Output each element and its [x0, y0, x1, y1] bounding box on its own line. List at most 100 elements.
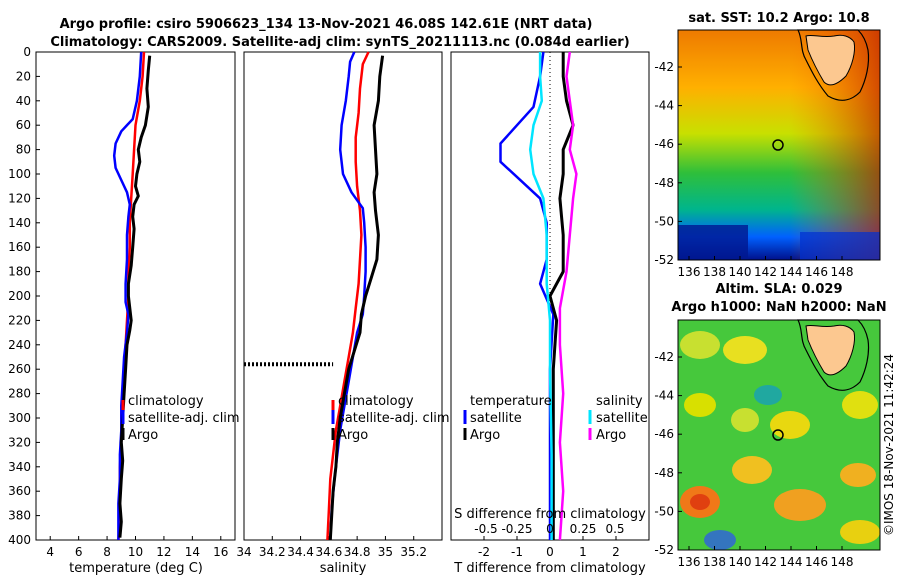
lon-tick-label: 140	[729, 265, 752, 279]
series-line	[558, 51, 578, 541]
lat-tick-label: -52	[654, 543, 674, 557]
lon-tick-label: 142	[754, 555, 777, 569]
sst-map-frame	[677, 29, 881, 261]
x-tick-label: 12	[156, 545, 171, 559]
legend-salinity-satellite-label: satellite	[596, 411, 648, 426]
series-line	[548, 52, 575, 540]
lon-tick-label: 136	[678, 555, 701, 569]
salinity-panel: 34 34.2 34.4 34.6 34.8 35 35.2 climatology sat…	[236, 51, 450, 576]
depth-tick-label: 0	[23, 45, 31, 59]
lat-tick-label: -46	[654, 137, 674, 151]
x-tick-label: 35.2	[400, 545, 427, 559]
depth-tick-label: 200	[8, 289, 31, 303]
salinity-xlabel: salinity	[320, 561, 367, 576]
depth-tick-label: 160	[8, 240, 31, 254]
temperature-difference-xlabel: T difference from climatology	[453, 561, 646, 576]
depth-tick-label: 140	[8, 216, 31, 230]
legend-satellite-label: satellite-adj. clim	[128, 411, 240, 426]
x-tick-label: 1	[579, 545, 587, 559]
sla-blob	[704, 530, 736, 550]
s-diff-tick-label: -0.5	[474, 522, 497, 536]
sla-anomaly-blobs	[680, 331, 880, 550]
x-tick-label: 0	[546, 545, 554, 559]
depth-tick-label: 280	[8, 387, 31, 401]
lat-tick-label: -48	[654, 176, 674, 190]
lat-tick-label: -46	[654, 427, 674, 441]
lat-tick-label: -42	[654, 60, 674, 74]
x-tick-label: 4	[46, 545, 54, 559]
lon-tick-label: 138	[703, 265, 726, 279]
sst-cold-southeast	[800, 232, 880, 260]
salinity-axes-frame	[243, 51, 443, 541]
s-diff-tick-label: 0	[546, 522, 554, 536]
sst-lat-ticks: -42 -44 -46 -48 -50 -52	[654, 60, 682, 267]
legend-argo-label: Argo	[338, 428, 368, 443]
s-diff-tick-label: 0.25	[570, 522, 597, 536]
legend-climatology-label: climatology	[128, 394, 204, 409]
series-line	[118, 55, 152, 538]
copyright-stamp: ©IMOS 18-Nov-2021 11:42:24	[882, 354, 896, 536]
shelf-contour	[797, 319, 870, 391]
lon-tick-label: 146	[805, 265, 828, 279]
difference-panel: -2 -1 0 1 2 temperature satellite Argo salin…	[450, 51, 650, 576]
x-tick-label: 6	[75, 545, 83, 559]
x-tick-label: -1	[511, 545, 523, 559]
sla-blob	[723, 336, 767, 364]
lat-tick-label: -44	[654, 389, 674, 403]
salinity-x-axis: 34 34.2 34.4 34.6 34.8 35 35.2	[236, 536, 427, 559]
series-line	[328, 55, 385, 541]
legend-satellite-label: satellite-adj. clim	[338, 411, 450, 426]
x-tick-label: 35	[378, 545, 393, 559]
sla-map-title-line1: Altim. SLA: 0.029	[716, 282, 843, 297]
sst-lon-ticks: 136 138 140 142 144 146 148	[678, 256, 854, 279]
sla-blob	[690, 494, 710, 510]
shelf-contour	[797, 29, 870, 101]
sla-blob	[680, 331, 720, 359]
series-line	[326, 51, 370, 541]
x-tick-label: 14	[185, 545, 200, 559]
depth-tick-label: 20	[16, 69, 31, 83]
legend-argo-label: Argo	[128, 428, 158, 443]
lon-tick-label: 146	[805, 555, 828, 569]
lon-tick-label: 144	[780, 265, 803, 279]
legend-salinity-header: salinity	[596, 394, 643, 409]
lat-tick-label: -44	[654, 99, 674, 113]
lon-tick-label: 148	[831, 265, 854, 279]
x-tick-label: 8	[103, 545, 111, 559]
sla-blob	[842, 391, 878, 419]
lon-tick-label: 144	[780, 555, 803, 569]
depth-tick-label: 340	[8, 460, 31, 474]
series-line	[528, 52, 553, 540]
depth-tick-label: 40	[16, 94, 31, 108]
sst-cold-southwest	[678, 225, 748, 260]
salinity-difference-ticks: -0.5 -0.25 0 0.25 0.5	[474, 522, 624, 536]
x-tick-label: 10	[128, 545, 143, 559]
lon-tick-label: 148	[831, 555, 854, 569]
salinity-lines	[244, 51, 385, 541]
depth-tick-label: 240	[8, 338, 31, 352]
depth-tick-label: 300	[8, 411, 31, 425]
salinity-difference-label: S difference from climatology	[454, 507, 646, 522]
difference-lines	[499, 51, 578, 541]
sla-map-frame	[677, 319, 881, 551]
x-tick-label: 34.8	[344, 545, 371, 559]
sla-blob	[770, 411, 810, 439]
s-diff-tick-label: 0.5	[605, 522, 624, 536]
lon-tick-label: 136	[678, 265, 701, 279]
depth-tick-label: 120	[8, 191, 31, 205]
sla-lat-ticks: -42 -44 -46 -48 -50 -52	[654, 350, 682, 557]
difference-legend: temperature satellite Argo salinity sate…	[463, 394, 648, 443]
temperature-panel: 0 20 40 60 80 100 120 140 160 180 200 220 240 260 280 3…	[8, 45, 240, 576]
depth-tick-label: 260	[8, 362, 31, 376]
depth-tick-label: 80	[16, 143, 31, 157]
legend-temperature-header: temperature	[470, 394, 552, 409]
lat-tick-label: -42	[654, 350, 674, 364]
sla-blob	[732, 456, 772, 484]
legend-temperature-satellite-label: satellite	[470, 411, 522, 426]
x-tick-label: -2	[478, 545, 490, 559]
sst-map-title: sat. SST: 10.2 Argo: 10.8	[688, 11, 869, 26]
lon-tick-label: 138	[703, 555, 726, 569]
sla-blob	[774, 489, 826, 521]
depth-tick-label: 60	[16, 118, 31, 132]
sla-map-title-line2: Argo h1000: NaN h2000: NaN	[671, 300, 886, 315]
